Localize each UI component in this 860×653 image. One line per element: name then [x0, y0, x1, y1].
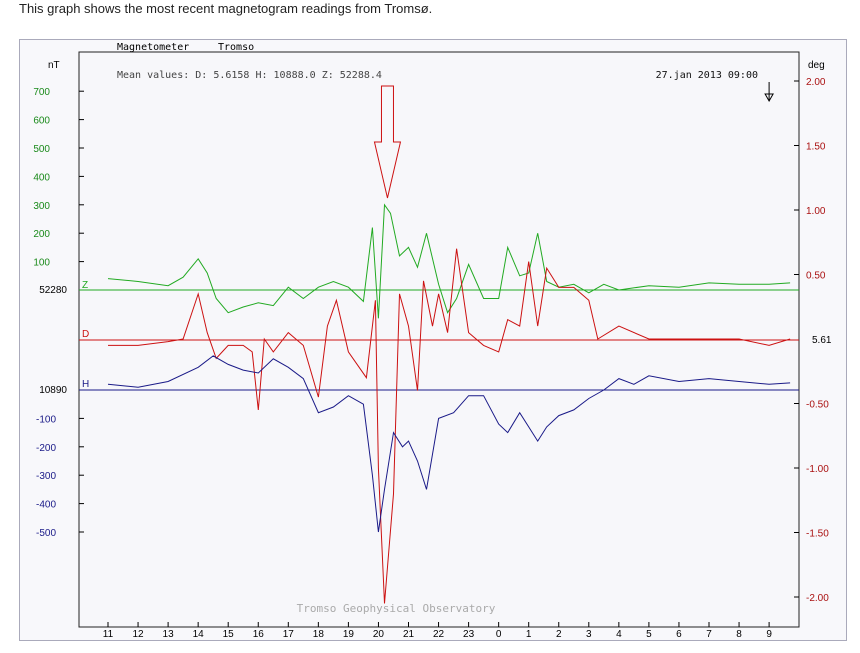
- left-tick-label-upper: 100: [33, 258, 50, 269]
- x-tick-label: 23: [463, 629, 475, 640]
- x-tick-label: 15: [223, 629, 235, 640]
- x-tick-label: 20: [373, 629, 385, 640]
- x-tick-label: 3: [586, 629, 592, 640]
- left-tick-label-lower: -100: [36, 414, 56, 425]
- x-tick-label: 7: [706, 629, 712, 640]
- x-tick-label: 18: [313, 629, 325, 640]
- x-tick-label: 12: [132, 629, 144, 640]
- right-tick-label: 2.00: [806, 77, 826, 88]
- left-tick-label-lower: -500: [36, 528, 56, 539]
- d-series-letter: D: [82, 329, 89, 340]
- x-tick-label: 22: [433, 629, 445, 640]
- h-baseline-value: 10890: [39, 385, 67, 396]
- right-tick-label: -1.00: [806, 464, 829, 475]
- left-tick-label-upper: 200: [33, 229, 50, 240]
- x-tick-label: 16: [253, 629, 265, 640]
- left-tick-label-lower: -200: [36, 443, 56, 454]
- left-unit-label: nT: [48, 60, 60, 71]
- series-h-line: [107, 355, 791, 533]
- series-d-line: [108, 248, 791, 604]
- left-tick-label-upper: 300: [33, 201, 50, 212]
- right-tick-label: -0.50: [806, 400, 829, 411]
- x-tick-label: 6: [676, 629, 682, 640]
- right-tick-label: -1.50: [806, 529, 829, 540]
- x-tick-label: 5: [646, 629, 652, 640]
- d-baseline-value: 5.61: [812, 335, 832, 346]
- timestamp-text: 27.jan 2013 09:00: [656, 70, 758, 81]
- left-tick-label-upper: 600: [33, 116, 50, 127]
- x-tick-label: 9: [766, 629, 772, 640]
- x-tick-label: 8: [736, 629, 742, 640]
- left-tick-label-lower: -300: [36, 471, 56, 482]
- time-marker-arrow-head: [764, 93, 774, 103]
- right-unit-label: deg: [808, 60, 825, 71]
- x-tick-label: 4: [616, 629, 622, 640]
- x-tick-label: 0: [496, 629, 502, 640]
- mean-values-text: Mean values: D: 5.6158 H: 10888.0 Z: 522…: [117, 70, 382, 81]
- left-tick-label-lower: -400: [36, 500, 56, 511]
- x-tick-label: 21: [403, 629, 415, 640]
- header-station: Tromso: [218, 42, 254, 53]
- left-tick-label-upper: 400: [33, 172, 50, 183]
- page-caption: This graph shows the most recent magneto…: [19, 1, 433, 16]
- h-series-letter: H: [82, 379, 89, 390]
- left-tick-label-upper: 700: [33, 87, 50, 98]
- right-tick-label: 1.50: [806, 142, 826, 153]
- event-arrow-annotation: [373, 85, 402, 199]
- z-series-letter: Z: [82, 280, 88, 291]
- right-tick-label: -2.00: [806, 593, 829, 604]
- watermark-text: Tromso Geophysical Observatory: [297, 602, 496, 615]
- x-tick-label: 13: [163, 629, 175, 640]
- x-tick-label: 2: [556, 629, 562, 640]
- z-baseline-value: 52280: [39, 285, 67, 296]
- right-tick-label: 0.50: [806, 271, 826, 282]
- x-tick-label: 17: [283, 629, 295, 640]
- x-tick-label: 11: [103, 629, 114, 640]
- header-magnetometer: Magnetometer: [117, 42, 189, 53]
- x-tick-label: 14: [193, 629, 205, 640]
- left-tick-label-upper: 500: [33, 144, 50, 155]
- right-tick-label: 1.00: [806, 206, 826, 217]
- x-tick-label: 1: [526, 629, 532, 640]
- x-tick-label: 19: [343, 629, 355, 640]
- series-z-line: [107, 203, 791, 319]
